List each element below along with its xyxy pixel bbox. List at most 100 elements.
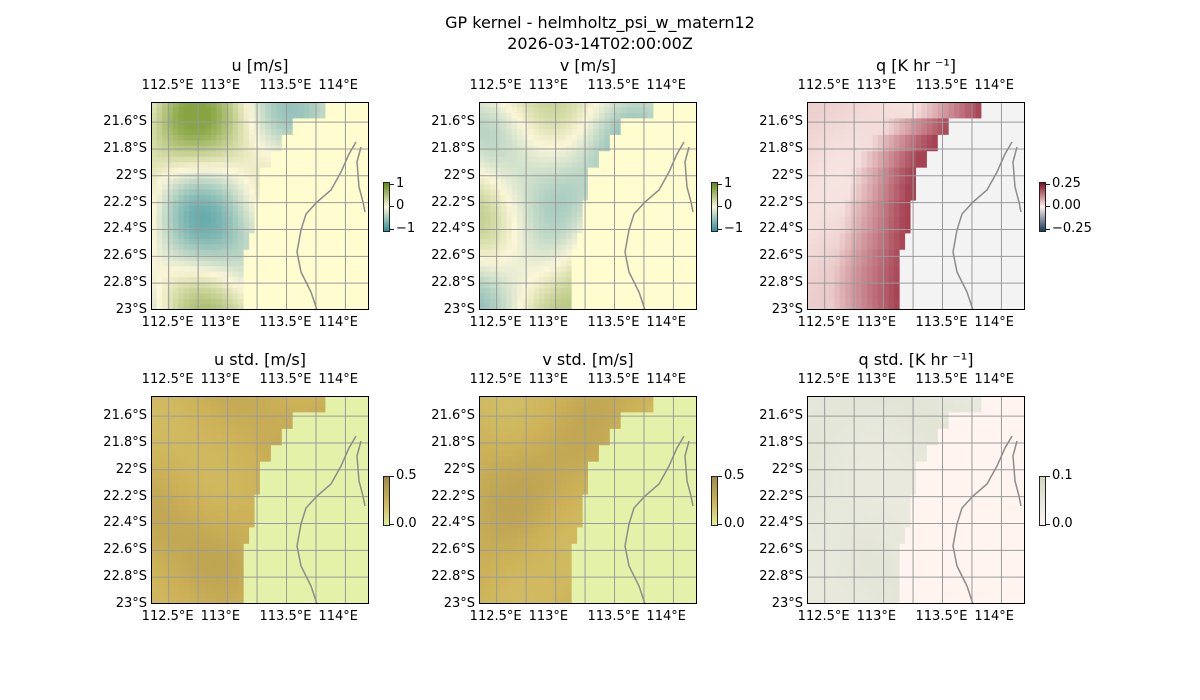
heatmap-cell [303,238,310,245]
heatmap-cell [200,184,206,191]
heatmap-cell [598,184,605,191]
heatmap-cell [653,206,660,212]
heatmap-cell [926,206,933,212]
heatmap-cell [970,112,977,119]
heatmap-cell [489,134,496,141]
heatmap-cell [319,255,326,262]
heatmap-cell [544,162,551,169]
heatmap-cell [347,156,354,163]
heatmap-cell [669,134,676,141]
lat-tick-label: 21.8°S [103,140,147,156]
heatmap-cell [200,206,206,212]
heatmap-cell [194,255,201,262]
heatmap-cell [905,156,912,163]
heatmap-cell [172,401,179,408]
heatmap-cell [281,277,288,284]
heatmap-cell [817,282,824,289]
heatmap-cell [287,151,294,158]
heatmap-cell [948,206,955,212]
heatmap-cell [341,282,348,289]
heatmap-cell [205,102,212,108]
heatmap-cell [905,118,912,125]
heatmap-cell [566,277,573,284]
heatmap-cell [276,277,283,284]
heatmap-cell [479,304,485,310]
heatmap-cell [812,178,819,185]
heatmap-cell [856,118,862,125]
heatmap-cell [528,216,534,223]
heatmap-cell [845,304,852,310]
heatmap-cell [298,140,305,147]
heatmap-cell [588,107,594,114]
heatmap-cell [221,271,228,278]
heatmap-cell [336,140,343,147]
heatmap-cell [905,134,912,141]
heatmap-cell [839,244,846,251]
heatmap-cell [653,227,660,234]
heatmap-cell [205,222,212,229]
heatmap-cell [352,107,359,114]
heatmap-cell [817,162,824,169]
heatmap-cell [975,299,982,306]
heatmap-cell [347,423,354,430]
heatmap-cell [921,227,928,234]
heatmap-cell [194,195,201,202]
heatmap-cell [812,140,819,147]
heatmap-cell [588,222,594,229]
heatmap-cell [834,299,841,306]
heatmap-cell [238,178,245,185]
heatmap-cell [883,249,890,256]
heatmap-cell [975,293,982,300]
heatmap-cell [167,260,174,267]
heatmap-cell [363,222,369,229]
heatmap-cell [319,156,326,163]
heatmap-cell [642,222,649,229]
heatmap-cell [883,162,890,169]
heatmap-cell [959,102,966,108]
heatmap-cell [899,216,906,223]
heatmap-cell [243,206,250,212]
heatmap-cell [981,216,988,223]
heatmap-cell [151,304,157,310]
heatmap-cell [888,299,895,306]
heatmap-cell [189,293,196,300]
heatmap-cell [653,118,660,125]
heatmap-cell [560,184,567,191]
heatmap-cell [156,184,163,191]
heatmap-cell [888,200,895,207]
heatmap-cell [167,184,174,191]
heatmap-cell [506,162,513,169]
heatmap-cell [506,222,513,229]
heatmap-cell [227,271,234,278]
heatmap-cell [1019,156,1025,163]
heatmap-cell [577,167,584,174]
heatmap-cell [937,266,944,273]
heatmap-cell [484,118,491,125]
heatmap-cell [260,184,266,191]
heatmap-cell [598,304,605,310]
heatmap-cell [167,428,174,435]
heatmap-cell [511,140,518,147]
heatmap-cell [183,238,190,245]
heatmap-cell [653,112,660,119]
heatmap-cell [260,102,266,108]
heatmap-cell [232,277,239,284]
heatmap-cell [642,178,649,185]
heatmap-cell [1019,238,1025,245]
heatmap-cell [347,293,354,300]
heatmap-cell [341,417,348,424]
heatmap-cell [566,227,573,234]
heatmap-cell [249,238,256,245]
heatmap-cell [276,288,283,295]
heatmap-cell [156,238,163,245]
heatmap-cell [615,118,622,125]
heatmap-cell [538,102,545,108]
heatmap-cell [303,140,310,147]
heatmap-cell [675,134,682,141]
heatmap-cell [861,233,868,240]
heatmap-cell [856,178,862,185]
heatmap-cell [172,112,179,119]
heatmap-cell [238,167,245,174]
heatmap-cell [566,211,573,218]
